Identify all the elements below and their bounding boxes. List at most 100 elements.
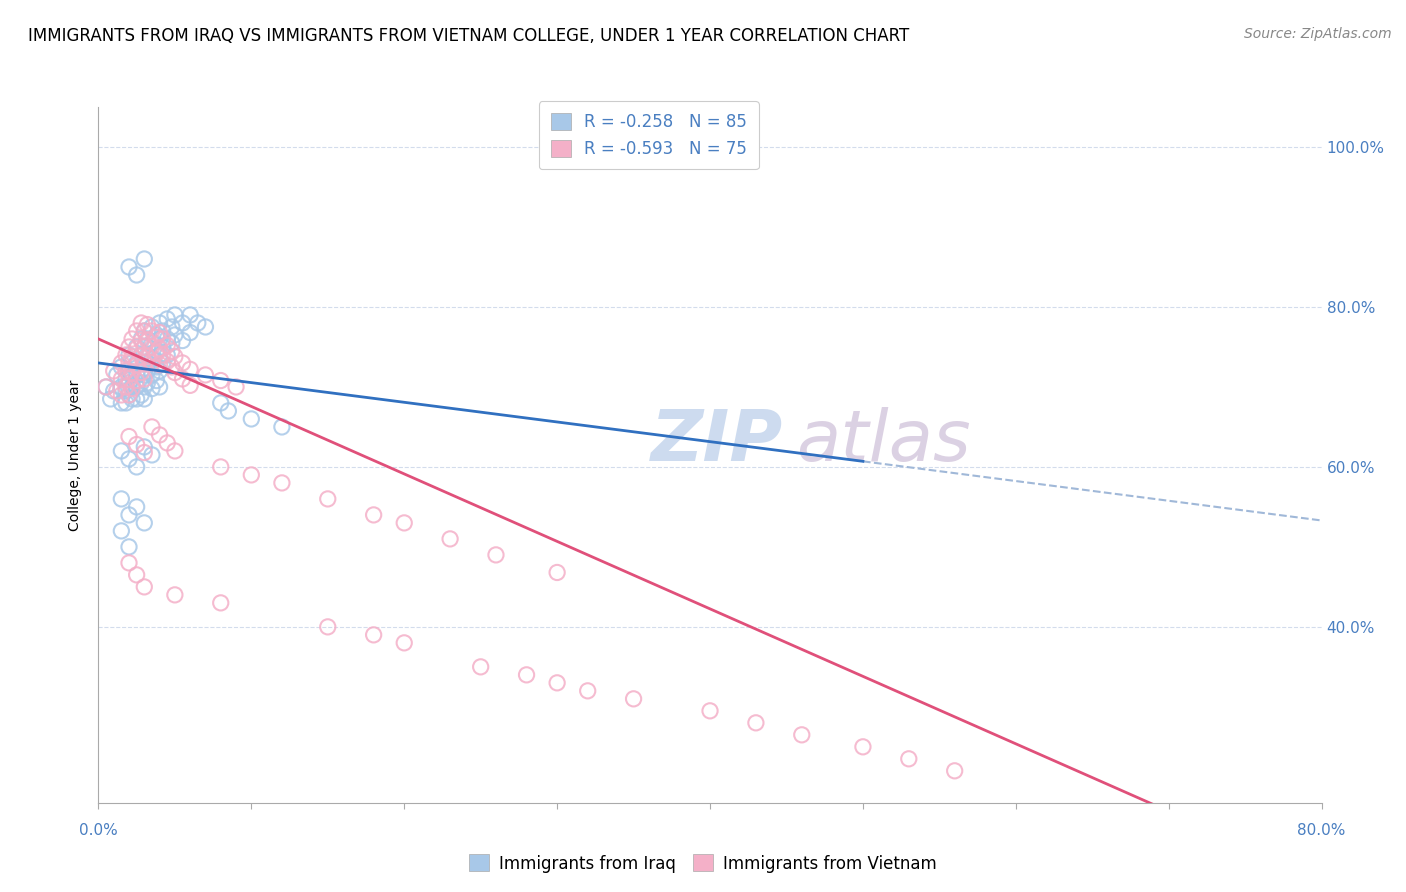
Point (179, 308, 201, 322)
Point (134, 324, 156, 338)
Point (209, 596, 232, 610)
Text: 80.0%: 80.0% (1298, 822, 1346, 838)
Point (110, 396, 132, 410)
Point (163, 328, 186, 343)
Point (118, 260, 141, 274)
Point (136, 348, 159, 362)
Point (152, 324, 174, 338)
Point (134, 324, 156, 338)
Point (110, 380, 132, 394)
Point (110, 356, 132, 370)
Point (225, 380, 247, 394)
Point (136, 334, 159, 348)
Point (110, 524, 132, 538)
Point (194, 368, 217, 382)
Point (141, 368, 163, 382)
Point (163, 350, 186, 364)
Point (115, 396, 138, 410)
Point (270, 420, 292, 434)
Point (121, 356, 143, 370)
Point (172, 316, 194, 330)
Point (118, 348, 141, 362)
Point (156, 436, 179, 450)
Point (125, 324, 148, 338)
Point (149, 364, 172, 378)
Point (134, 440, 156, 454)
Point (172, 372, 194, 386)
Point (118, 340, 141, 354)
Point (897, 752, 920, 766)
Point (152, 356, 174, 370)
Point (209, 396, 232, 410)
Point (115, 372, 138, 386)
Point (118, 372, 141, 386)
Point (121, 380, 143, 394)
Point (121, 332, 143, 346)
Point (134, 252, 156, 266)
Point (125, 567, 148, 582)
Point (163, 444, 186, 458)
Point (516, 668, 538, 682)
Point (152, 340, 174, 354)
Point (149, 326, 172, 340)
Text: ZIP: ZIP (651, 407, 783, 475)
Point (125, 358, 148, 372)
Point (118, 556, 141, 570)
Text: 0.0%: 0.0% (79, 822, 118, 838)
Point (134, 356, 156, 370)
Point (125, 340, 148, 354)
Point (392, 636, 416, 650)
Point (118, 388, 141, 402)
Point (217, 404, 239, 418)
Point (125, 374, 148, 388)
Point (363, 508, 385, 522)
Point (118, 388, 141, 402)
Point (160, 359, 183, 374)
Point (125, 268, 148, 282)
Point (118, 364, 141, 378)
Point (125, 368, 148, 382)
Point (163, 308, 186, 322)
Point (118, 376, 141, 390)
Point (125, 392, 148, 406)
Point (149, 316, 172, 330)
Point (125, 380, 148, 394)
Point (129, 388, 152, 402)
Point (546, 566, 568, 580)
Point (141, 448, 163, 462)
Point (163, 588, 186, 602)
Point (145, 343, 167, 358)
Legend: Immigrants from Iraq, Immigrants from Vietnam: Immigrants from Iraq, Immigrants from Vi… (463, 847, 943, 880)
Point (485, 548, 508, 562)
Point (943, 764, 966, 778)
Point (129, 334, 152, 348)
Point (156, 312, 179, 326)
Point (316, 620, 339, 634)
Point (115, 348, 138, 362)
Point (94, 380, 117, 394)
Point (115, 380, 138, 394)
Point (110, 372, 132, 386)
Point (179, 362, 201, 376)
Point (125, 342, 148, 356)
Point (149, 348, 172, 362)
Point (145, 346, 167, 360)
Point (136, 332, 159, 346)
Point (110, 388, 132, 402)
Y-axis label: College, Under 1 year: College, Under 1 year (69, 379, 83, 531)
Point (194, 320, 217, 334)
Point (546, 676, 568, 690)
Point (363, 628, 385, 642)
Point (103, 384, 125, 398)
Point (145, 328, 167, 343)
Legend: R = -0.258   N = 85, R = -0.593   N = 75: R = -0.258 N = 85, R = -0.593 N = 75 (538, 102, 759, 169)
Point (745, 715, 768, 730)
Point (118, 356, 141, 370)
Point (100, 392, 122, 406)
Point (623, 691, 645, 706)
Point (115, 384, 138, 398)
Point (129, 348, 152, 362)
Point (152, 332, 174, 346)
Point (149, 342, 172, 356)
Point (129, 316, 152, 330)
